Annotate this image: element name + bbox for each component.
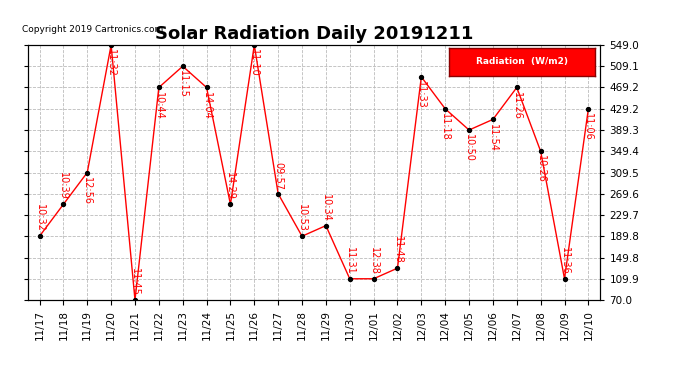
Text: 10:32: 10:32 [34,204,45,232]
Text: 11:26: 11:26 [512,92,522,120]
Point [153,84,164,90]
Point [464,127,475,133]
Text: 11:33: 11:33 [416,81,426,109]
Point [106,42,117,48]
Point [368,276,379,282]
Point [344,276,355,282]
Point [58,201,69,207]
Point [487,116,498,122]
Text: 09:57: 09:57 [273,162,283,190]
Text: 11:10: 11:10 [249,49,259,77]
Text: 14:04: 14:04 [201,92,212,119]
Text: 11:06: 11:06 [583,113,593,141]
Point [511,84,522,90]
Point [583,106,594,112]
Point [177,63,188,69]
Point [392,265,403,271]
Text: 10:53: 10:53 [297,204,307,232]
Point [320,223,331,229]
Text: 14:29: 14:29 [226,172,235,200]
Text: 12:56: 12:56 [82,177,92,205]
Title: Solar Radiation Daily 20191211: Solar Radiation Daily 20191211 [155,26,473,44]
Text: 11:31: 11:31 [345,247,355,274]
Text: 11:15: 11:15 [178,70,188,98]
Text: 10:50: 10:50 [464,134,474,162]
Point [81,170,92,176]
Text: Copyright 2019 Cartronics.com: Copyright 2019 Cartronics.com [22,25,163,34]
Text: 11:36: 11:36 [560,247,569,274]
Text: 11:32: 11:32 [106,49,116,77]
Text: 10:34: 10:34 [321,194,331,222]
Point [34,233,45,239]
Point [440,106,451,112]
Text: 12:38: 12:38 [368,247,379,274]
Point [225,201,236,207]
Point [535,148,546,154]
Text: 11:54: 11:54 [488,124,498,152]
Text: 10:44: 10:44 [154,92,164,119]
Point [130,297,141,303]
Text: 10:39: 10:39 [59,172,68,200]
Point [273,191,284,197]
Text: 11:18: 11:18 [440,113,450,141]
Point [297,233,308,239]
Point [416,74,427,80]
Text: 11:45: 11:45 [130,268,140,296]
Point [201,84,212,90]
Point [559,276,570,282]
Text: 11:48: 11:48 [393,236,402,264]
Point [249,42,260,48]
Text: 10:26: 10:26 [535,155,546,183]
